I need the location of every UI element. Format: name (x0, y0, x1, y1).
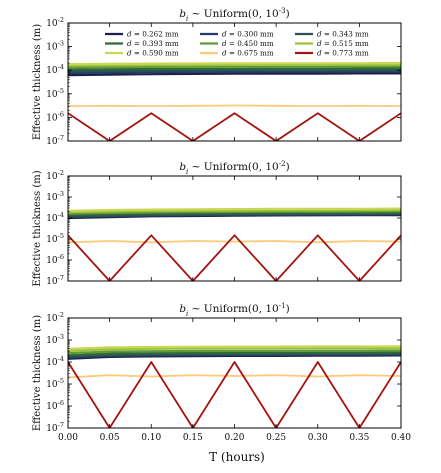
x-tick-label: 0.20 (224, 433, 244, 443)
x-tick-label: 0.35 (349, 433, 369, 443)
legend-label: d = 0.515 mm (317, 39, 369, 48)
legend-label: d = 0.262 mm (127, 30, 179, 39)
x-tick-label: 0.30 (308, 433, 328, 443)
series-line (68, 69, 401, 70)
y-axis-label: Effective thickness (m) (32, 170, 43, 286)
series-line (68, 66, 401, 67)
y-axis-label: Effective thickness (m) (32, 24, 43, 140)
legend-label: d = 0.590 mm (127, 49, 179, 58)
legend-label: d = 0.343 mm (317, 30, 369, 39)
x-tick-label: 0.40 (391, 433, 411, 443)
legend-label: d = 0.300 mm (222, 30, 274, 39)
legend-label: d = 0.773 mm (317, 49, 369, 58)
series-line (68, 241, 401, 242)
legend: d = 0.262 mm d = 0.300 mm d = 0.343 mmd = … (105, 30, 369, 58)
legend-label: d = 0.450 mm (222, 39, 274, 48)
legend-label: d = 0.393 mm (127, 39, 179, 48)
x-tick-label: 0.00 (58, 433, 78, 443)
x-tick-label: 0.25 (266, 433, 286, 443)
x-axis-label: T (hours) (209, 450, 265, 464)
x-tick-label: 0.10 (141, 433, 161, 443)
series-line (68, 63, 401, 64)
legend-label: d = 0.675 mm (222, 49, 274, 58)
y-axis-label: Effective thickness (m) (32, 315, 43, 431)
series-line (68, 106, 401, 107)
x-tick-label: 0.05 (100, 433, 120, 443)
x-tick-label: 0.15 (183, 433, 203, 443)
